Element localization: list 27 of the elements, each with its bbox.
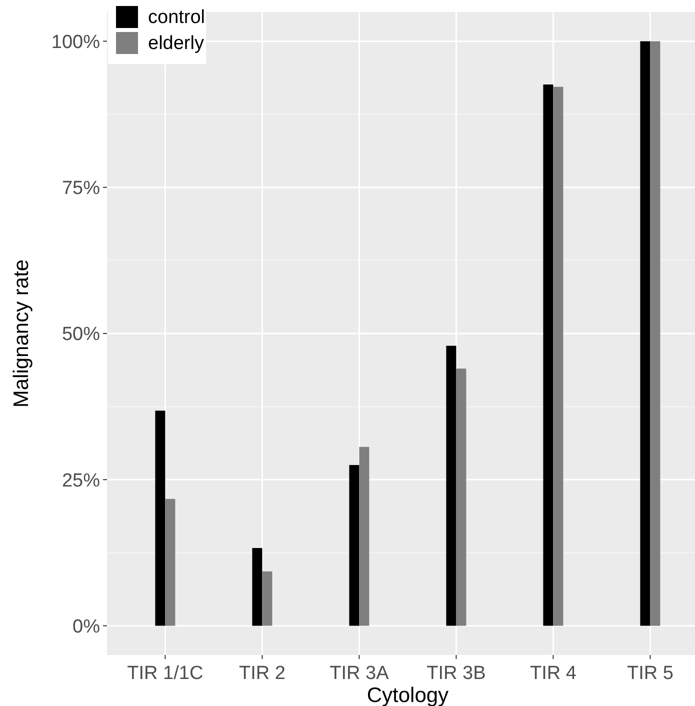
bar [640,41,650,626]
x-tick-label: TIR 3B [426,663,486,684]
bar [650,41,660,626]
y-tick-label: 100% [51,32,100,53]
y-tick-label: 75% [62,178,100,200]
bar [553,86,564,626]
x-tick-label: TIR 3A [330,663,390,684]
legend-label: elderly [148,33,204,54]
x-tick-label: TIR 4 [530,663,577,684]
bar [349,465,360,626]
bar [543,84,554,626]
x-tick-label: TIR 1/1C [127,663,204,684]
x-tick-label: TIR 5 [626,663,674,684]
x-tick-label: TIR 2 [238,663,286,684]
legend-label: control [148,7,206,28]
bar [252,548,262,626]
bar [165,498,176,626]
bar [456,368,466,626]
y-tick-label: 25% [62,470,100,492]
y-tick-label: 50% [62,324,100,346]
bar [155,410,166,626]
bar [359,446,370,626]
bar [262,571,272,626]
y-axis-title: Malignancy rate [10,259,33,408]
y-tick-label: 0% [72,616,100,638]
x-axis-title: Cytology [366,684,450,706]
bar [446,346,456,626]
